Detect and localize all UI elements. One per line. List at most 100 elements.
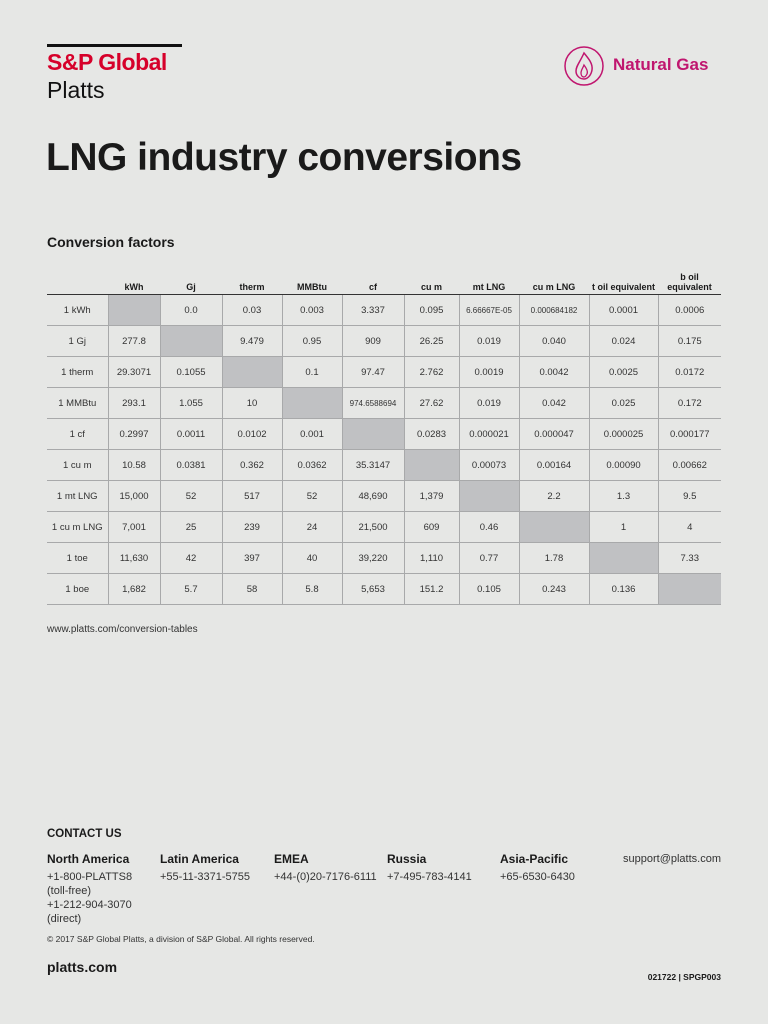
column-header: cu m LNG <box>519 264 589 295</box>
table-cell: 0.175 <box>658 325 721 357</box>
region-phones: +44-(0)20-7176-6111 <box>274 870 377 884</box>
empty-cell <box>459 480 520 512</box>
brand: S&P Global <box>47 49 167 75</box>
table-cell: 0.00164 <box>519 449 590 481</box>
table-cell: 1.78 <box>519 542 590 574</box>
table-cell: 0.95 <box>282 325 343 357</box>
table-cell: 0.03 <box>222 294 283 326</box>
table-cell: 97.47 <box>342 356 405 388</box>
table-cell: 0.095 <box>404 294 460 326</box>
table-cell: 0.136 <box>589 573 659 605</box>
table-cell: 1,379 <box>404 480 460 512</box>
table-cell: 0.040 <box>519 325 590 357</box>
table-cell: 39,220 <box>342 542 405 574</box>
table-cell: 0.019 <box>459 325 520 357</box>
contact-title: CONTACT US <box>47 828 122 840</box>
table-cell: 15,000 <box>108 480 161 512</box>
table-cell: 0.0019 <box>459 356 520 388</box>
table-cell: 239 <box>222 511 283 543</box>
table-cell: 29.3071 <box>108 356 161 388</box>
table-cell: 0.000177 <box>658 418 721 450</box>
table-cell: 974.6588694 <box>342 387 405 419</box>
phone-line: (direct) <box>47 913 82 925</box>
table-cell: 7,001 <box>108 511 161 543</box>
table-cell: 1,682 <box>108 573 161 605</box>
column-header: cu m <box>404 264 459 295</box>
table-cell: 0.0042 <box>519 356 590 388</box>
table-row: 1 cu m LNG 7,001 25 239 24 21,500 609 0.46 1 4 <box>47 511 721 543</box>
region-name: North America <box>47 852 130 866</box>
table-cell: 609 <box>404 511 460 543</box>
table-cell: 25 <box>160 511 223 543</box>
table-row: 1 Gj 277.8 9.479 0.95 909 26.25 0.019 0.040 0.02… <box>47 325 721 357</box>
empty-cell <box>519 511 590 543</box>
brand-bar <box>47 44 182 47</box>
email[interactable]: support@platts.com <box>623 853 721 865</box>
table-cell: 293.1 <box>108 387 161 419</box>
empty-cell <box>658 573 721 605</box>
website[interactable]: platts.com <box>47 959 118 975</box>
table-cell: 7.33 <box>658 542 721 574</box>
table-cell: 58 <box>222 573 283 605</box>
table-cell: 5.8 <box>282 573 343 605</box>
table-cell: 0.0025 <box>589 356 659 388</box>
phone-line: +7-495-783-4141 <box>387 871 472 883</box>
table-cell: 0.000025 <box>589 418 659 450</box>
table-cell: 0.2997 <box>108 418 161 450</box>
column-header: kWh <box>108 264 160 295</box>
table-cell: 0.000684182 <box>519 294 590 326</box>
table-cell: 909 <box>342 325 405 357</box>
table-cell: 2.762 <box>404 356 460 388</box>
column-header: mt LNG <box>459 264 519 295</box>
table-row: 1 MMBtu 293.1 1.055 10 974.6588694 27.62 0.019… <box>47 387 721 419</box>
table-cell: 0.0011 <box>160 418 223 450</box>
table-cell: 0.000047 <box>519 418 590 450</box>
row-label: 1 mt LNG <box>47 480 109 512</box>
table-cell: 42 <box>160 542 223 574</box>
phone-line: +1-212-904-3070 <box>47 899 132 911</box>
phone-line: +1-800-PLATTS8 <box>47 871 133 883</box>
category: Natural Gas <box>613 55 709 74</box>
table-cell: 0.042 <box>519 387 590 419</box>
table-cell: 1 <box>589 511 659 543</box>
empty-cell <box>404 449 460 481</box>
table-cell: 1.055 <box>160 387 223 419</box>
table-cell: 277.8 <box>108 325 161 357</box>
column-header: b oil equivalent <box>658 264 721 295</box>
table-cell: 1.3 <box>589 480 659 512</box>
table-cell: 10.58 <box>108 449 161 481</box>
region-name: Latin America <box>160 852 239 866</box>
row-label: 1 therm <box>47 356 109 388</box>
table-cell: 0.362 <box>222 449 283 481</box>
table-cell: 52 <box>160 480 223 512</box>
table-cell: 0.003 <box>282 294 343 326</box>
table-cell: 0.0362 <box>282 449 343 481</box>
region-phones: +1-800-PLATTS8 (toll-free) +1-212-904-3070… <box>47 870 132 926</box>
empty-cell <box>160 325 223 357</box>
table-cell: 40 <box>282 542 343 574</box>
table-cell: 0.243 <box>519 573 590 605</box>
source-url[interactable]: www.platts.com/conversion-tables <box>47 624 198 635</box>
title: LNG industry conversions <box>46 136 522 179</box>
table-cell: 21,500 <box>342 511 405 543</box>
table-cell: 2.2 <box>519 480 590 512</box>
table-cell: 0.00662 <box>658 449 721 481</box>
table-cell: 9.5 <box>658 480 721 512</box>
empty-cell <box>342 418 405 450</box>
table-cell: 0.024 <box>589 325 659 357</box>
table-cell: 0.105 <box>459 573 520 605</box>
table-cell: 0.0283 <box>404 418 460 450</box>
row-label: 1 cu m LNG <box>47 511 109 543</box>
table-cell: 0.0001 <box>589 294 659 326</box>
phone-line: +55-11-3371-5755 <box>160 871 251 883</box>
header-row: kWh Gj therm MMBtu cf cu m mt LNG cu m LNG t oil… <box>47 264 721 295</box>
empty-cell <box>282 387 343 419</box>
table-cell: 397 <box>222 542 283 574</box>
column-header: cf <box>342 264 404 295</box>
table-cell: 0.0102 <box>222 418 283 450</box>
table-cell: 0.1055 <box>160 356 223 388</box>
table-cell: 0.1 <box>282 356 343 388</box>
row-label: 1 Gj <box>47 325 109 357</box>
table-cell: 52 <box>282 480 343 512</box>
